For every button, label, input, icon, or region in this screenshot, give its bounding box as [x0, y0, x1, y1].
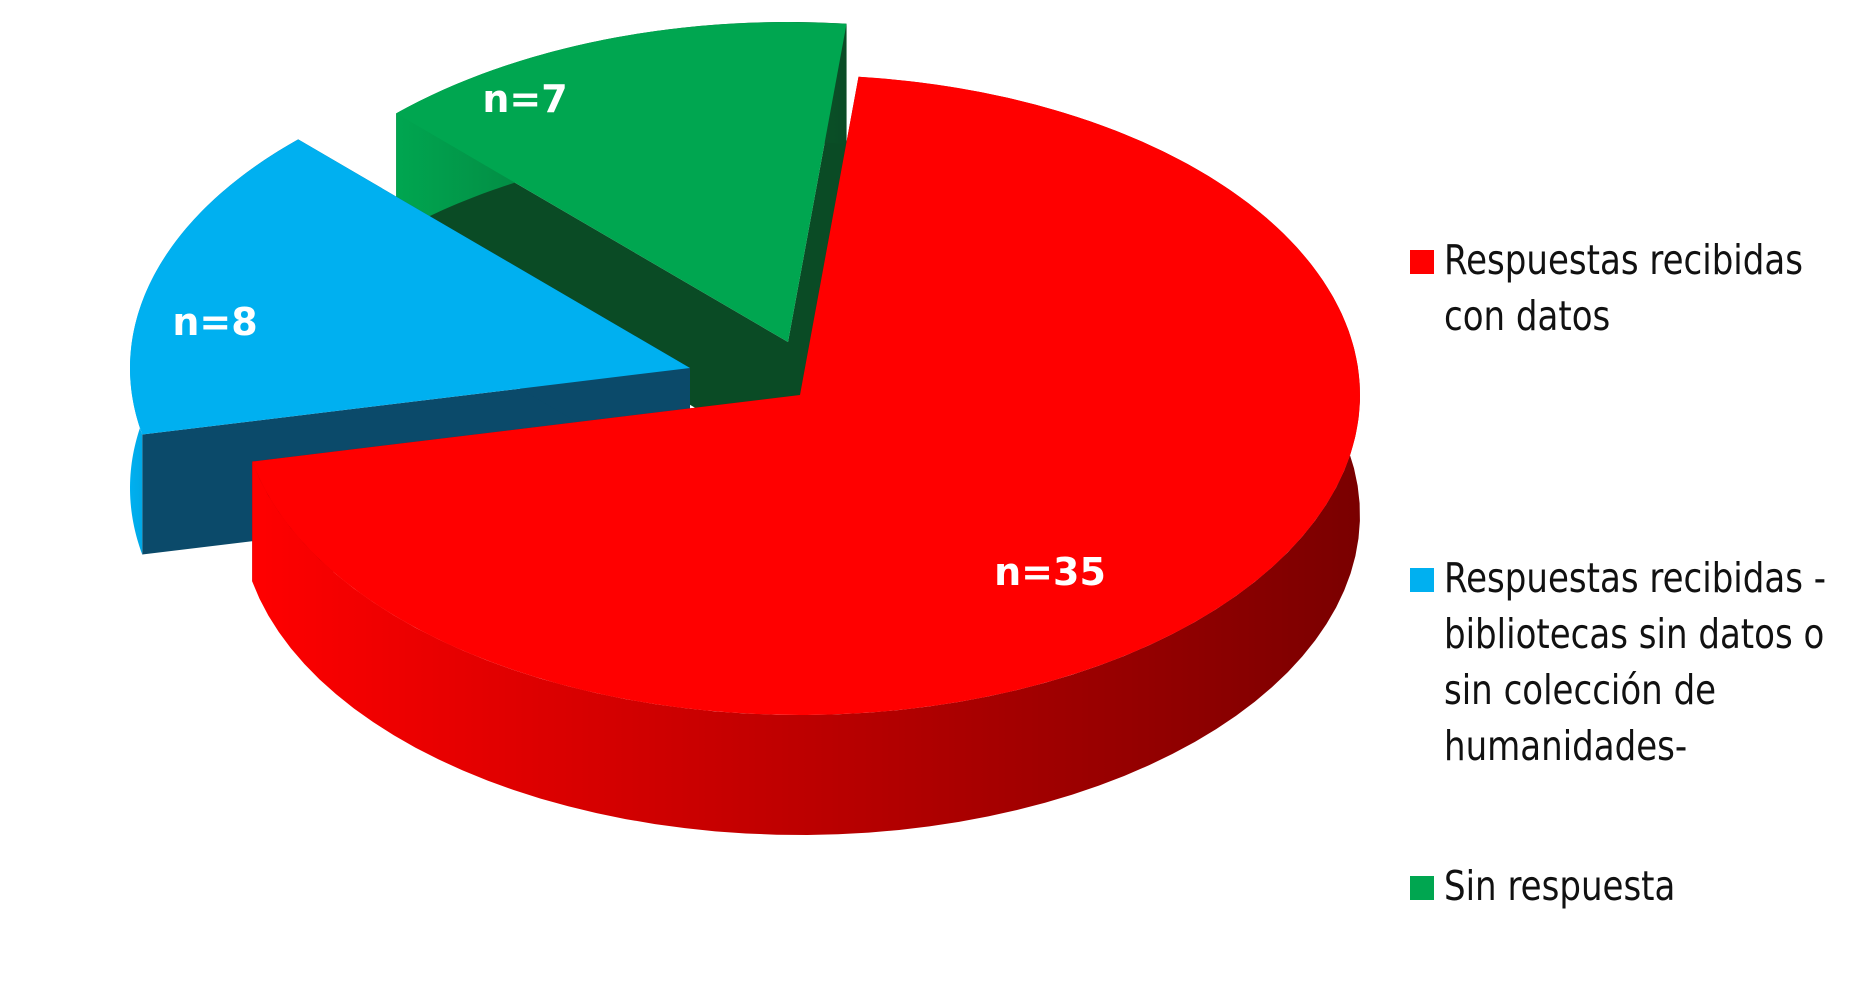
legend-label: Respuestas recibidas - bibliotecas sin d…	[1444, 554, 1827, 770]
legend-label: Sin respuesta	[1444, 862, 1676, 910]
slice-label: n=35	[994, 550, 1106, 594]
legend-item-sin-respuesta: Sin respuesta	[1410, 858, 1855, 914]
pie-tops	[130, 22, 1361, 715]
legend-swatch	[1410, 568, 1434, 592]
legend: Respuestas recibidas con datos Respuesta…	[1410, 0, 1850, 984]
slice-wall	[396, 113, 788, 462]
slice-label: n=8	[172, 300, 257, 344]
legend-swatch	[1410, 876, 1434, 900]
slice-top	[130, 139, 691, 435]
legend-item-con-datos: Respuestas recibidas con datos	[1410, 232, 1855, 344]
slice-top	[396, 22, 847, 343]
slice-top	[252, 76, 1361, 715]
legend-swatch	[1410, 250, 1434, 274]
pie-labels: n=35 n=8 n=7	[172, 77, 1106, 594]
legend-item-sin-datos: Respuestas recibidas - bibliotecas sin d…	[1410, 550, 1855, 774]
legend-label: Respuestas recibidas con datos	[1444, 236, 1803, 340]
slice-label: n=7	[482, 77, 567, 121]
